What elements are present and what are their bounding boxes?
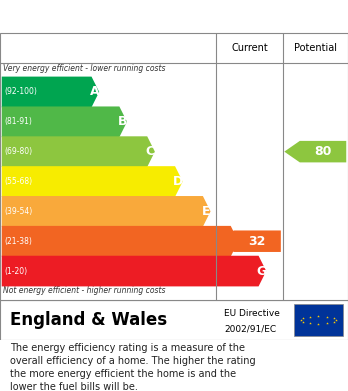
Text: (55-68): (55-68) — [4, 177, 32, 186]
Text: The energy efficiency rating is a measure of the
overall efficiency of a home. T: The energy efficiency rating is a measur… — [10, 343, 256, 391]
Text: (81-91): (81-91) — [4, 117, 32, 126]
Text: (21-38): (21-38) — [4, 237, 32, 246]
Polygon shape — [2, 77, 99, 107]
Text: Potential: Potential — [294, 43, 337, 53]
Text: England & Wales: England & Wales — [10, 311, 168, 329]
Polygon shape — [2, 196, 211, 227]
Text: EU Directive: EU Directive — [224, 310, 280, 319]
Polygon shape — [2, 106, 127, 137]
Text: Current: Current — [231, 43, 268, 53]
Text: 2002/91/EC: 2002/91/EC — [224, 324, 277, 333]
Text: C: C — [146, 145, 155, 158]
Polygon shape — [284, 141, 346, 162]
Text: A: A — [90, 85, 100, 99]
Text: (92-100): (92-100) — [4, 88, 37, 97]
Text: Very energy efficient - lower running costs: Very energy efficient - lower running co… — [3, 65, 166, 74]
Polygon shape — [2, 136, 155, 167]
Polygon shape — [2, 256, 266, 286]
Text: F: F — [230, 235, 238, 248]
Text: Energy Efficiency Rating: Energy Efficiency Rating — [10, 7, 239, 25]
Text: 80: 80 — [314, 145, 332, 158]
Text: (39-54): (39-54) — [4, 207, 32, 216]
Text: (69-80): (69-80) — [4, 147, 32, 156]
Text: B: B — [118, 115, 127, 128]
Polygon shape — [218, 230, 281, 252]
Text: Not energy efficient - higher running costs: Not energy efficient - higher running co… — [3, 286, 166, 295]
Text: (1-20): (1-20) — [4, 267, 27, 276]
Bar — [294, 305, 343, 335]
Text: G: G — [256, 265, 267, 278]
Text: 32: 32 — [249, 235, 266, 248]
Polygon shape — [2, 166, 183, 197]
Text: E: E — [202, 205, 210, 218]
Polygon shape — [2, 226, 238, 256]
Text: D: D — [173, 175, 183, 188]
